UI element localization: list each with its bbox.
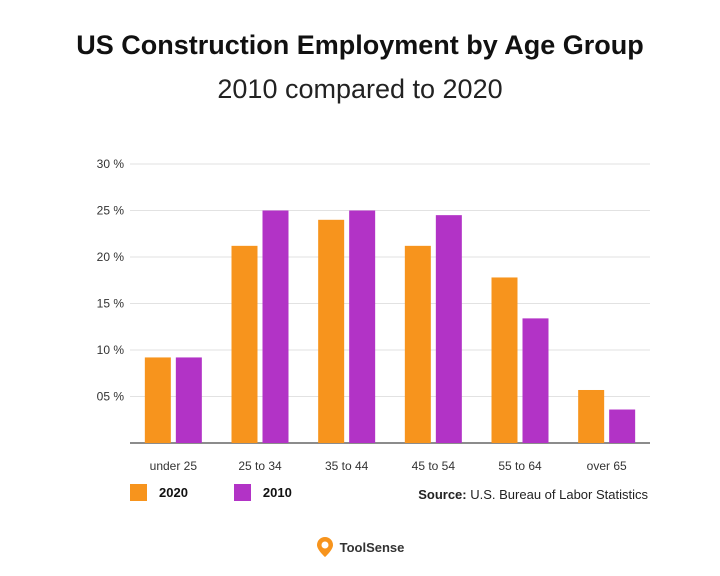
- legend-item-2020: 2020: [130, 484, 188, 501]
- source-label: Source:: [418, 487, 467, 502]
- y-tick-label: 05 %: [97, 390, 125, 404]
- x-tick-label: 45 to 54: [412, 459, 456, 473]
- legend-item-2010: 2010: [233, 484, 292, 501]
- bar-2020-55-to-64: [491, 277, 518, 443]
- y-tick-label: 25 %: [97, 204, 125, 218]
- source-note: Source: U.S. Bureau of Labor Statistics: [418, 487, 648, 502]
- bar-2010-over-65: [609, 409, 636, 443]
- x-tick-label: 55 to 64: [498, 459, 542, 473]
- bar-2020-45-to-54: [404, 245, 431, 443]
- chart-title: US Construction Employment by Age Group: [76, 30, 644, 60]
- location-pin-icon: [316, 537, 333, 557]
- bar-2010-55-to-64: [522, 318, 549, 443]
- bar-2010-25-to-34: [262, 210, 289, 443]
- y-tick-label: 10 %: [97, 343, 125, 357]
- bar-2020-over-65: [578, 389, 605, 443]
- y-tick-label: 20 %: [97, 250, 125, 264]
- x-tick-label: 35 to 44: [325, 459, 369, 473]
- legend-swatch-2020: [130, 484, 147, 501]
- brand-logo: ToolSense: [0, 536, 720, 558]
- y-tick-label: 30 %: [97, 157, 125, 171]
- brand-name: ToolSense: [339, 539, 405, 555]
- legend-swatch-2010: [233, 484, 251, 501]
- chart-subtitle: 2010 compared to 2020: [217, 74, 503, 104]
- bar-2010-45-to-54: [435, 215, 462, 443]
- source-text: U.S. Bureau of Labor Statistics: [470, 487, 648, 502]
- bar-2010-under-25: [175, 357, 202, 443]
- x-tick-label: under 25: [150, 459, 198, 473]
- x-tick-label: 25 to 34: [238, 459, 282, 473]
- legend-label-2020: 2020: [159, 485, 188, 500]
- x-tick-label: over 65: [587, 459, 627, 473]
- legend: 2020 2010: [130, 484, 338, 501]
- bar-2010-35-to-44: [349, 210, 376, 443]
- y-tick-label: 15 %: [97, 297, 125, 311]
- bar-2020-25-to-34: [231, 245, 258, 443]
- legend-label-2010: 2010: [262, 485, 292, 500]
- bar-2020-35-to-44: [318, 219, 345, 443]
- bar-2020-under-25: [144, 357, 171, 443]
